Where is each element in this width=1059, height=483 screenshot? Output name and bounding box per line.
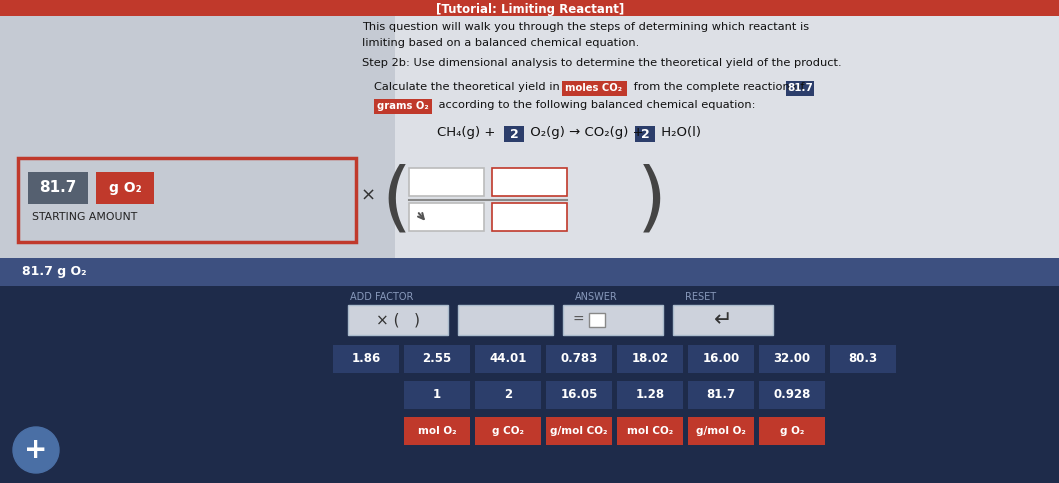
- Bar: [374, 99, 432, 114]
- Bar: [759, 381, 825, 409]
- Text: g O₂: g O₂: [779, 426, 804, 436]
- Text: grams O₂: grams O₂: [377, 101, 429, 111]
- Text: mol O₂: mol O₂: [417, 426, 456, 436]
- Text: +: +: [24, 436, 48, 464]
- Bar: [830, 345, 896, 373]
- Text: H₂O(l): H₂O(l): [657, 126, 701, 139]
- Text: 81.7: 81.7: [787, 83, 813, 93]
- Text: ): ): [638, 163, 667, 237]
- Bar: [475, 381, 541, 409]
- Bar: [563, 305, 663, 335]
- Text: mol CO₂: mol CO₂: [627, 426, 674, 436]
- Text: This question will walk you through the steps of determining which reactant is: This question will walk you through the …: [362, 22, 809, 32]
- Text: 1.28: 1.28: [635, 388, 665, 401]
- Bar: [96, 172, 154, 204]
- Bar: [475, 345, 541, 373]
- Text: 2: 2: [504, 388, 513, 401]
- Text: ↵: ↵: [714, 310, 733, 330]
- Bar: [504, 126, 524, 142]
- Bar: [409, 168, 484, 196]
- Bar: [492, 203, 567, 231]
- Bar: [786, 81, 814, 96]
- Bar: [28, 172, 88, 204]
- Text: moles CO₂: moles CO₂: [566, 83, 623, 93]
- Bar: [0, 286, 1059, 483]
- Text: O₂(g) → CO₂(g) +: O₂(g) → CO₂(g) +: [526, 126, 648, 139]
- Text: g/mol CO₂: g/mol CO₂: [551, 426, 608, 436]
- Bar: [759, 345, 825, 373]
- Text: CH₄(g) +: CH₄(g) +: [437, 126, 500, 139]
- Text: × (   ): × ( ): [376, 313, 420, 327]
- Bar: [546, 417, 612, 445]
- Text: 1.86: 1.86: [352, 353, 380, 366]
- Text: 0.783: 0.783: [560, 353, 597, 366]
- Text: RESET: RESET: [685, 292, 716, 302]
- Text: 2.55: 2.55: [423, 353, 451, 366]
- Bar: [403, 381, 470, 409]
- Text: Step 2b: Use dimensional analysis to determine the theoretical yield of the prod: Step 2b: Use dimensional analysis to det…: [362, 58, 842, 68]
- Text: 80.3: 80.3: [848, 353, 878, 366]
- Bar: [18, 158, 356, 242]
- Text: ADD FACTOR: ADD FACTOR: [351, 292, 413, 302]
- Bar: [759, 417, 825, 445]
- Bar: [348, 305, 448, 335]
- Text: 81.7: 81.7: [39, 181, 76, 196]
- Text: according to the following balanced chemical equation:: according to the following balanced chem…: [435, 100, 755, 110]
- Circle shape: [13, 427, 59, 473]
- Text: g/mol O₂: g/mol O₂: [696, 426, 746, 436]
- Bar: [617, 417, 683, 445]
- Text: 16.05: 16.05: [560, 388, 597, 401]
- Text: =: =: [573, 313, 585, 327]
- Bar: [562, 81, 627, 96]
- Bar: [546, 381, 612, 409]
- Text: g CO₂: g CO₂: [492, 426, 524, 436]
- Text: [Tutorial: Limiting Reactant]: [Tutorial: Limiting Reactant]: [436, 2, 624, 15]
- Text: STARTING AMOUNT: STARTING AMOUNT: [32, 212, 138, 222]
- Bar: [492, 168, 567, 196]
- Text: 16.00: 16.00: [702, 353, 739, 366]
- Bar: [635, 126, 656, 142]
- Text: ×: ×: [360, 187, 376, 205]
- Text: 44.01: 44.01: [489, 353, 526, 366]
- Bar: [0, 0, 395, 260]
- Text: 32.00: 32.00: [773, 353, 810, 366]
- Bar: [0, 258, 1059, 286]
- Text: ANSWER: ANSWER: [575, 292, 617, 302]
- Text: 81.7 g O₂: 81.7 g O₂: [22, 266, 87, 279]
- Text: g O₂: g O₂: [109, 181, 141, 195]
- Bar: [409, 203, 484, 231]
- Text: limiting based on a balanced chemical equation.: limiting based on a balanced chemical eq…: [362, 38, 640, 48]
- Bar: [688, 381, 754, 409]
- Bar: [589, 313, 605, 327]
- Text: (: (: [381, 163, 411, 237]
- Bar: [0, 0, 1059, 16]
- Bar: [546, 345, 612, 373]
- Bar: [333, 345, 399, 373]
- Text: from the complete reaction of: from the complete reaction of: [630, 82, 808, 92]
- Text: 81.7: 81.7: [706, 388, 736, 401]
- Bar: [475, 417, 541, 445]
- Bar: [403, 345, 470, 373]
- Bar: [403, 417, 470, 445]
- Text: 2: 2: [509, 128, 518, 141]
- Bar: [617, 381, 683, 409]
- Bar: [395, 0, 1059, 260]
- Text: 2: 2: [641, 128, 649, 141]
- Bar: [457, 305, 553, 335]
- Text: Calculate the theoretical yield in: Calculate the theoretical yield in: [374, 82, 563, 92]
- Bar: [688, 417, 754, 445]
- Bar: [674, 305, 773, 335]
- Bar: [688, 345, 754, 373]
- Text: 1: 1: [433, 388, 441, 401]
- Bar: [617, 345, 683, 373]
- Text: 18.02: 18.02: [631, 353, 668, 366]
- Text: 0.928: 0.928: [773, 388, 811, 401]
